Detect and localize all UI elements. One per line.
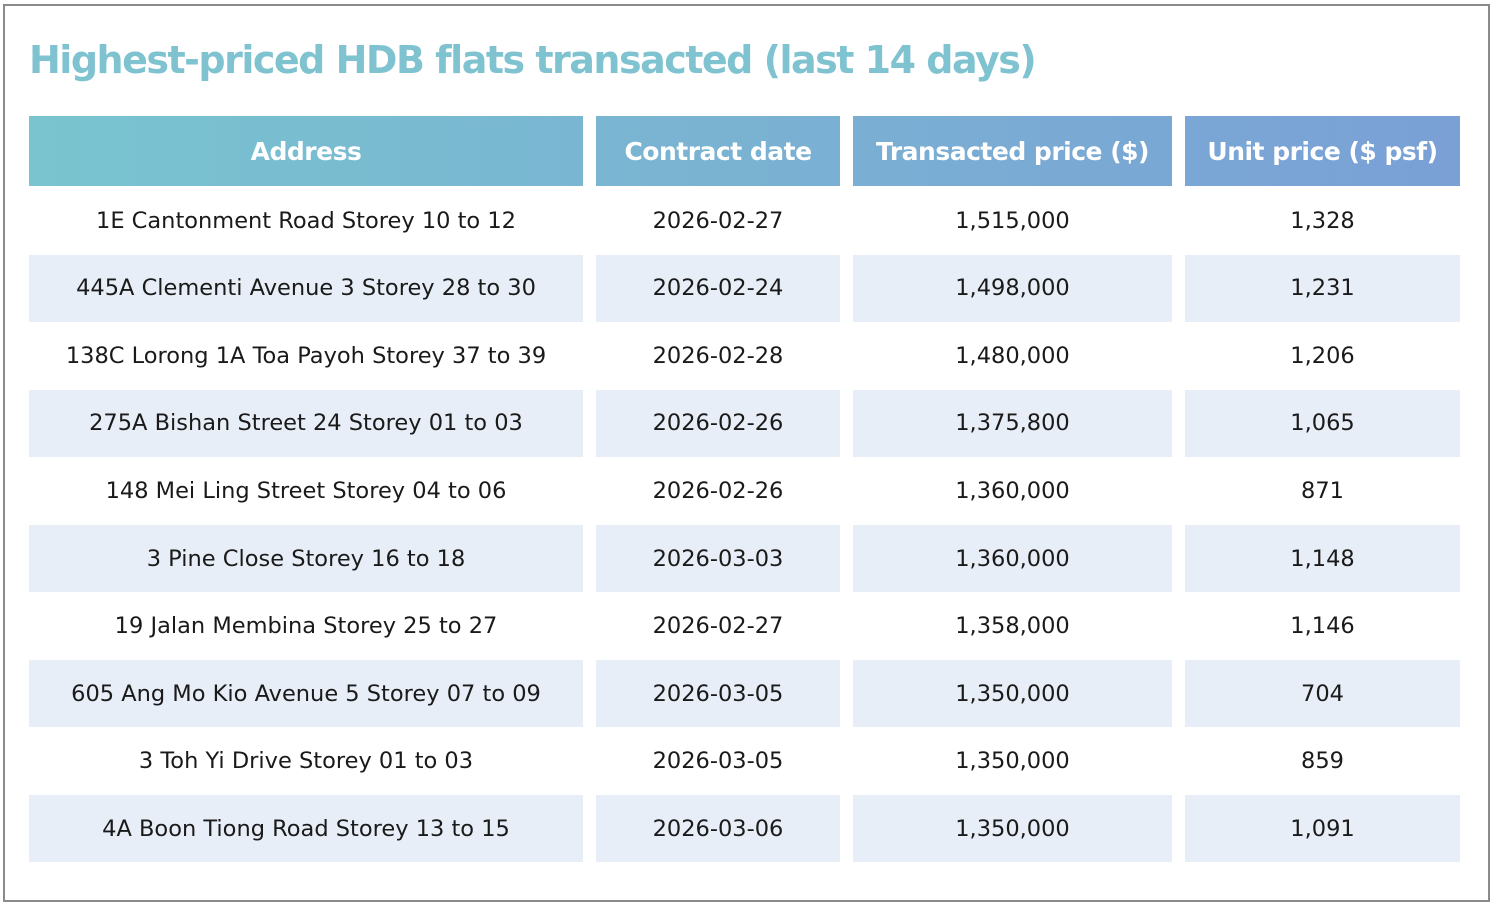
- table-cell: 3 Pine Close Storey 16 to 18: [29, 525, 583, 592]
- table-cell: 1,358,000: [955, 613, 1070, 640]
- table-cell: 1,350,000: [853, 660, 1172, 728]
- column-header: Transacted price ($): [853, 116, 1172, 186]
- table-cell: 2026-02-24: [596, 254, 840, 322]
- title: Highest-priced HDB flats transacted (las…: [29, 38, 1037, 82]
- table-cell: 1,480,000: [955, 342, 1070, 369]
- table-cell: 1,146: [1290, 613, 1355, 640]
- table-cell: 2026-02-28: [652, 342, 784, 369]
- table-cell: 1,148: [1185, 525, 1460, 592]
- table-cell: 1,091: [1185, 795, 1460, 863]
- table-cell: 3 Toh Yi Drive Storey 01 to 03: [138, 748, 474, 775]
- column-header: Contract date: [596, 116, 840, 186]
- table-cell: 1,231: [1185, 254, 1460, 322]
- table-cell: 1,350,000: [955, 748, 1070, 775]
- table-cell: 871: [1301, 477, 1344, 504]
- column-header: Unit price ($ psf): [1185, 116, 1460, 186]
- table-cell: 1,350,000: [853, 795, 1172, 863]
- table-cell: 1,360,000: [955, 477, 1070, 504]
- table-cell: 4A Boon Tiong Road Storey 13 to 15: [29, 795, 583, 863]
- table-cell: 148 Mei Ling Street Storey 04 to 06: [105, 477, 507, 504]
- table-cell: 2026-02-27: [652, 207, 784, 234]
- column-header: Address: [29, 116, 583, 186]
- table-cell: 605 Ang Mo Kio Avenue 5 Storey 07 to 09: [29, 660, 583, 728]
- table-cell: 2026-02-27: [652, 613, 784, 640]
- table-cell: 1,515,000: [955, 207, 1070, 234]
- table-cell: 1,498,000: [853, 254, 1172, 322]
- table-cell: 275A Bishan Street 24 Storey 01 to 03: [29, 389, 583, 457]
- table-cell: 2026-03-03: [596, 525, 840, 592]
- table-cell: 19 Jalan Membina Storey 25 to 27: [114, 613, 498, 640]
- table-cell: 1,375,800: [853, 389, 1172, 457]
- table-cell: 859: [1301, 748, 1344, 775]
- table-cell: 445A Clementi Avenue 3 Storey 28 to 30: [29, 254, 583, 322]
- table-cell: 1,206: [1290, 342, 1355, 369]
- table-cell: 704: [1185, 660, 1460, 728]
- table-cell: 2026-02-26: [652, 477, 784, 504]
- table-cell: 1,328: [1290, 207, 1355, 234]
- table-cell: 1E Cantonment Road Storey 10 to 12: [96, 207, 516, 234]
- table-cell: 2026-03-05: [652, 748, 784, 775]
- table-cell: 2026-03-06: [596, 795, 840, 863]
- table-cell: 2026-02-26: [596, 389, 840, 457]
- table-cell: 1,065: [1185, 389, 1460, 457]
- table-cell: 1,360,000: [853, 525, 1172, 592]
- frame: [3, 4, 1490, 902]
- table-cell: 138C Lorong 1A Toa Payoh Storey 37 to 39: [65, 342, 547, 369]
- table-cell: 2026-03-05: [596, 660, 840, 728]
